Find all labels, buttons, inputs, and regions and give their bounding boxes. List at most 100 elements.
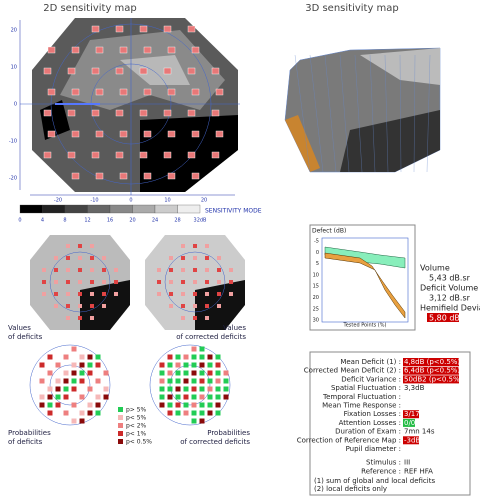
deficit-cell <box>114 292 118 296</box>
deficit-cell <box>193 244 197 248</box>
prob-cell <box>47 386 53 392</box>
legend-label: p< 1% <box>126 431 147 438</box>
stat-label: Mean Deficit (1) : <box>340 358 401 366</box>
deficit-cell <box>229 292 233 296</box>
deficit-cell <box>66 292 70 296</box>
deficit-cell <box>90 292 94 296</box>
prob-cell <box>183 362 189 368</box>
x-tick-label: 20 <box>201 198 207 204</box>
scale-cell <box>109 204 133 214</box>
prob-cell <box>167 378 173 384</box>
prob-cell <box>207 354 213 360</box>
mesh-line <box>399 54 402 173</box>
prob-cell <box>159 378 165 384</box>
map-2d <box>19 18 240 196</box>
x-tick-label: 0 <box>129 198 132 204</box>
value-cell <box>47 130 56 138</box>
prob-cell <box>175 370 181 376</box>
stat-value: REF HFA <box>404 467 433 475</box>
value-cell <box>71 172 80 180</box>
deficit-cell <box>78 316 82 320</box>
prob-cell <box>87 402 93 408</box>
prob-cell <box>95 410 101 416</box>
deficit-cell <box>102 256 106 260</box>
prob-cell <box>167 386 173 392</box>
value-cell <box>167 46 176 54</box>
value-cell <box>67 67 76 75</box>
prob-cell <box>39 394 45 400</box>
prob-cell <box>39 402 45 408</box>
value-cell <box>163 151 172 159</box>
prob-cell <box>47 402 53 408</box>
stat-note: (1) sum of global and local deficits <box>314 477 435 485</box>
legend-label: p< 2% <box>126 423 147 430</box>
scale-label: 16 <box>107 218 113 224</box>
value-cell <box>67 151 76 159</box>
prob-cell <box>199 394 205 400</box>
prob-cell <box>215 402 221 408</box>
value-cell <box>143 88 152 96</box>
prob-cell <box>159 362 165 368</box>
prob-cell <box>199 410 205 416</box>
prob-cell <box>191 346 197 352</box>
deficit-cell <box>66 280 70 284</box>
value-cell <box>71 88 80 96</box>
value-cell <box>139 109 148 117</box>
defect-y-label: 20 <box>313 295 319 301</box>
deficit-cell <box>54 304 58 308</box>
prob-cell <box>183 410 189 416</box>
value-cell <box>191 88 200 96</box>
prob-cell <box>167 410 173 416</box>
deficit-cell <box>90 316 94 320</box>
deficit-cell <box>66 304 70 308</box>
deficit-cell <box>66 244 70 248</box>
value-cell <box>91 67 100 75</box>
value-cell <box>119 46 128 54</box>
deficit-cell <box>181 256 185 260</box>
deficit-cell <box>193 304 197 308</box>
scale-cell <box>19 204 43 214</box>
prob-cell <box>167 362 173 368</box>
deficit-cell <box>181 316 185 320</box>
prob-cell <box>223 378 229 384</box>
stat-label: Duration of Exam : <box>335 428 401 436</box>
prob-cell <box>191 354 197 360</box>
value-cell <box>95 88 104 96</box>
deficit-cell <box>90 268 94 272</box>
prob-cell <box>63 410 69 416</box>
prob-cell <box>191 362 197 368</box>
prob-cell <box>183 394 189 400</box>
stat-highlight <box>403 418 415 427</box>
deficit-cell <box>169 304 173 308</box>
prob-cell <box>199 378 205 384</box>
value-cell <box>95 172 104 180</box>
volume-value: 5,80 dB <box>429 314 460 323</box>
volume-value: 5,43 dB.sr <box>429 274 471 283</box>
prob-cell <box>103 394 109 400</box>
map-label: Values <box>223 324 246 332</box>
prob-cell <box>63 386 69 392</box>
stat-highlight <box>403 366 459 375</box>
value-cell <box>215 88 224 96</box>
value-cell <box>191 172 200 180</box>
prob-cell <box>103 370 109 376</box>
deficit-cell <box>169 256 173 260</box>
prob-cell <box>71 386 77 392</box>
mesh-line <box>426 54 431 173</box>
value-cell <box>115 25 124 33</box>
prob-cell <box>175 386 181 392</box>
value-cell <box>119 172 128 180</box>
scale-label: 32dB <box>194 218 208 224</box>
deficit-cell <box>114 280 118 284</box>
prob-cell <box>63 354 69 360</box>
stat-label: Correction of Reference Map : <box>297 436 401 444</box>
prob-cell <box>103 386 109 392</box>
prob-cell <box>191 418 197 424</box>
deficit-cell <box>102 304 106 308</box>
prob-cell <box>199 402 205 408</box>
deficit-cell <box>217 256 221 260</box>
prob-cell <box>207 410 213 416</box>
prob-cell <box>199 354 205 360</box>
y-tick-label: 0 <box>14 102 17 108</box>
prob-cell <box>167 354 173 360</box>
